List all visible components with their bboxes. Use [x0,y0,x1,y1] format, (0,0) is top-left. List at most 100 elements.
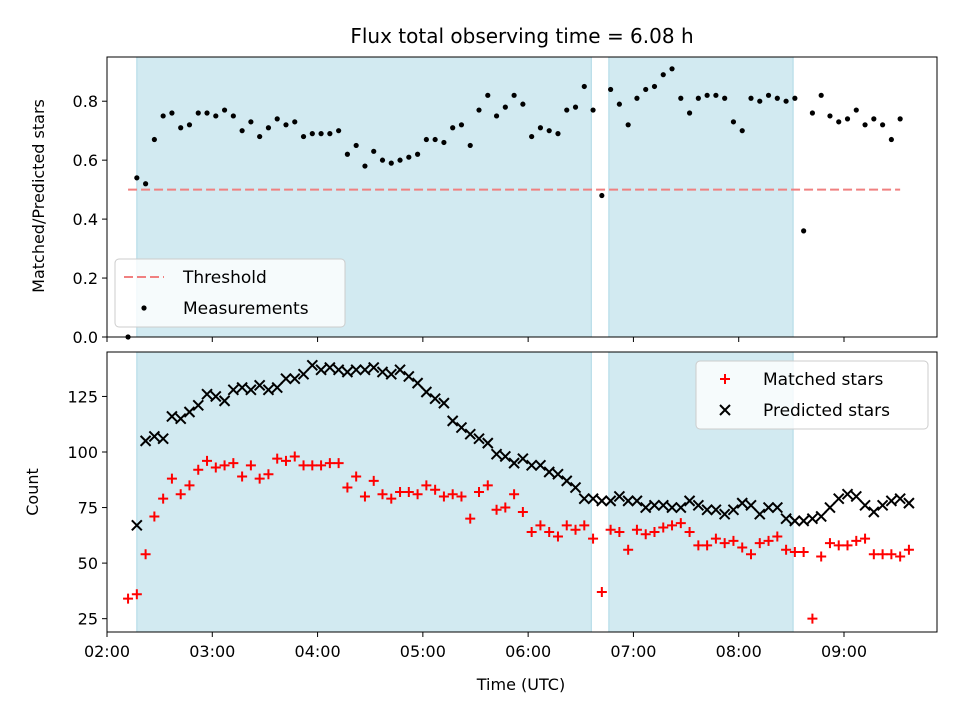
measurement-point [414,151,421,157]
bottom-y-tick-label: 75 [78,499,98,518]
measurement-point [590,107,596,113]
predicted-star-point [289,372,301,385]
matched-star-point [210,462,221,473]
x-tick-label: 04:00 [295,642,341,661]
legend-box [114,258,346,328]
predicted-star-point [675,501,687,514]
predicted-star-point [850,490,862,503]
matched-star-point [272,453,283,464]
matched-star-point [474,487,485,497]
matched-star-point [289,451,300,462]
predicted-star-point [517,452,529,465]
measurement-point [160,113,166,119]
predicted-star-point [903,497,915,509]
measurement-point [292,119,298,125]
predicted-star-point [525,459,538,472]
matched-star-point [886,549,897,560]
matched-star-point [351,471,362,482]
predicted-star-point [473,432,485,445]
matched-star-point [579,520,590,531]
measurement-point [213,113,219,119]
matched-star-point [500,502,511,513]
matched-star-point [816,551,827,562]
matched-star-point [903,544,914,555]
predicted-star-point [596,495,608,507]
measurement-point [362,163,368,169]
predicted-star-point [604,495,617,507]
matched-star-point [860,533,871,544]
matched-star-point [517,507,528,517]
measurement-point [397,157,403,163]
predicted-star-point [157,432,169,445]
measurement-point [739,128,745,134]
predicted-star-point [859,499,871,512]
predicted-star-point [350,364,362,376]
measurement-point [379,157,386,163]
measurement-point [537,125,544,131]
predicted-star-point [885,495,898,507]
matched-star-point [316,460,327,471]
matched-star-point [781,544,792,555]
matched-star-point [245,460,256,471]
predicted-star-point [210,390,222,403]
matched-star-point [280,455,291,466]
matched-star-point [877,549,888,560]
measurement-point [818,92,824,98]
matched-star-point [368,475,379,486]
measurement-point [722,95,728,101]
matched-star-point [324,458,335,469]
predicted-star-point [815,510,827,523]
x-tick-label: 06:00 [505,642,551,661]
matched-star-point [219,460,230,471]
predicted-star-point [315,364,327,376]
measurement-point [634,95,640,101]
measurement-point [230,113,236,119]
matched-star-point [377,489,388,500]
matched-star-point [149,511,160,522]
predicted-star-point [657,499,669,512]
measurement-point [564,107,570,113]
top-y-tick-label: 0.0 [73,328,98,347]
top-legend: Threshold Measurements [114,258,346,328]
predicted-star-point [631,495,643,507]
measurement-point [371,148,377,154]
predicted-star-point [666,501,678,514]
measurement-point [704,92,710,98]
matched-star-point [447,489,458,500]
bottom-y-tick-label: 100 [67,443,98,462]
chart-title: Flux total observing time = 6.08 h [350,24,693,48]
predicted-star-point [648,499,661,512]
measurement-point [695,95,701,101]
predicted-star-point [552,468,564,480]
measurement-point [423,136,429,143]
measurement-point [318,131,324,137]
matched-star-point [140,549,151,560]
matched-star-point [509,489,520,500]
top-y-axis-label: Matched/Predicted stars [29,99,48,293]
measurement-point [871,116,877,122]
measurement-point [730,119,737,125]
predicted-star-point [376,366,389,378]
measurement-point [792,95,798,101]
measurement-point [809,110,816,116]
measurement-point [169,110,175,116]
predicted-star-point [727,504,740,516]
measurement-point [151,136,157,143]
legend-measurement-label: Measurements [183,299,309,319]
measurement-point [274,116,280,122]
measurement-point [888,136,894,143]
predicted-star-point [192,399,204,412]
top-y-tick-label: 0.2 [73,269,98,288]
measurement-point [546,128,552,134]
predicted-star-point [271,381,283,394]
measurement-point [511,92,517,98]
matched-star-point [754,538,765,549]
predicted-star-point [139,435,152,447]
measurement-point [801,228,807,234]
matched-star-point [693,540,704,551]
matched-star-point [254,473,265,484]
measurement-point [467,142,473,149]
matched-star-point [640,529,651,540]
matched-star-point [710,533,721,544]
